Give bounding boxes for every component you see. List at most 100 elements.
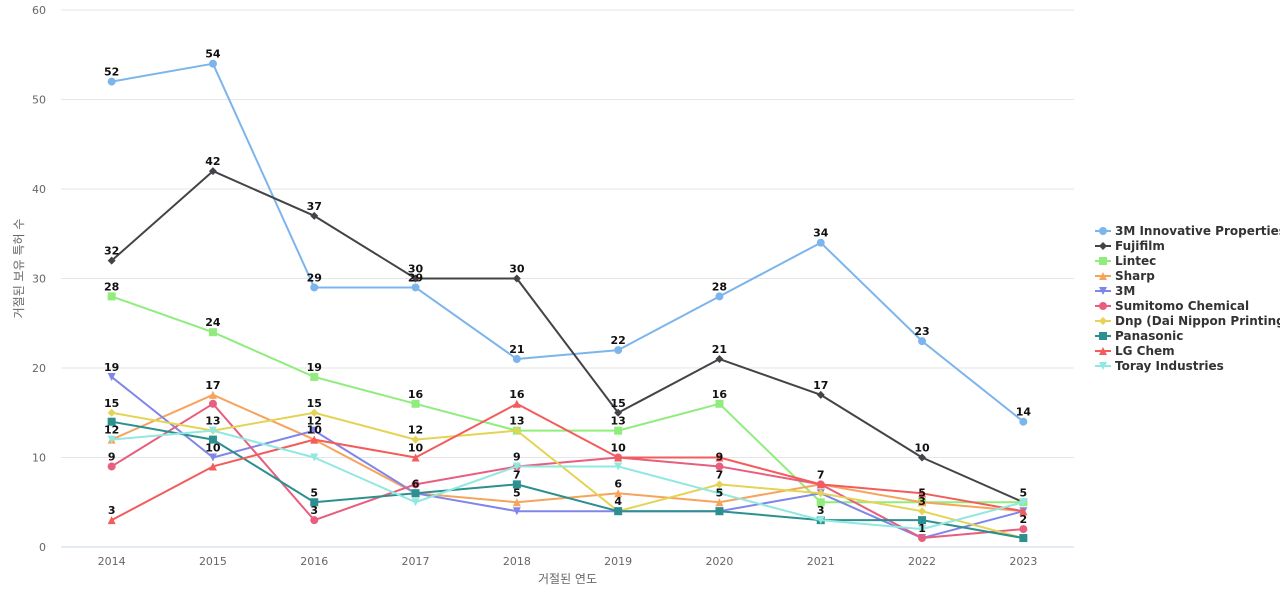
- data-point[interactable]: [614, 426, 623, 435]
- legend-marker[interactable]: [1099, 302, 1107, 310]
- data-point[interactable]: [107, 417, 116, 426]
- data-point[interactable]: [512, 355, 521, 364]
- data-point[interactable]: [614, 462, 623, 471]
- data-point[interactable]: [107, 435, 116, 444]
- data-point[interactable]: [918, 516, 927, 525]
- data-point[interactable]: [512, 274, 521, 283]
- data-point[interactable]: [1019, 498, 1028, 507]
- data-point[interactable]: [310, 498, 319, 507]
- data-point[interactable]: [918, 534, 927, 543]
- data-point[interactable]: [208, 59, 217, 68]
- data-point[interactable]: [411, 480, 420, 489]
- data-point[interactable]: [310, 426, 319, 435]
- data-point[interactable]: [1019, 534, 1028, 543]
- data-point[interactable]: [614, 489, 623, 498]
- data-point[interactable]: [614, 507, 623, 516]
- data-point[interactable]: [107, 292, 116, 301]
- data-point[interactable]: [310, 211, 319, 220]
- data-point[interactable]: [715, 498, 724, 507]
- data-point[interactable]: [512, 426, 521, 435]
- data-point[interactable]: [816, 516, 825, 525]
- data-point[interactable]: [411, 435, 420, 444]
- data-point[interactable]: [208, 462, 217, 471]
- legend-marker[interactable]: [1099, 272, 1107, 280]
- data-point[interactable]: [208, 453, 217, 462]
- legend-item[interactable]: Toray Industries: [1095, 359, 1224, 373]
- legend-item[interactable]: Sumitomo Chemical: [1095, 299, 1249, 313]
- legend-item[interactable]: 3M: [1095, 284, 1135, 298]
- legend-item[interactable]: 3M Innovative Properties: [1095, 224, 1280, 238]
- legend-marker[interactable]: [1099, 242, 1107, 250]
- data-point[interactable]: [512, 399, 521, 408]
- data-point[interactable]: [614, 408, 623, 417]
- data-point[interactable]: [208, 390, 217, 399]
- data-point[interactable]: [310, 453, 319, 462]
- data-point[interactable]: [715, 399, 724, 408]
- data-point[interactable]: [918, 337, 927, 346]
- data-point[interactable]: [411, 274, 420, 283]
- legend-marker[interactable]: [1099, 317, 1107, 325]
- data-point[interactable]: [107, 77, 116, 86]
- data-point[interactable]: [208, 167, 217, 176]
- data-point[interactable]: [208, 328, 217, 337]
- data-point[interactable]: [816, 489, 825, 498]
- data-point[interactable]: [816, 498, 825, 507]
- data-point[interactable]: [310, 408, 319, 417]
- data-point[interactable]: [715, 292, 724, 301]
- data-point[interactable]: [208, 426, 217, 435]
- data-point[interactable]: [715, 489, 724, 498]
- data-point[interactable]: [918, 507, 927, 516]
- data-point[interactable]: [411, 399, 420, 408]
- data-point[interactable]: [918, 525, 927, 534]
- data-point[interactable]: [411, 489, 420, 498]
- legend-item[interactable]: Sharp: [1095, 269, 1155, 283]
- data-point[interactable]: [1019, 417, 1028, 426]
- legend-item[interactable]: Fujifilm: [1095, 239, 1165, 253]
- legend-marker[interactable]: [1099, 362, 1107, 370]
- data-point[interactable]: [614, 453, 623, 462]
- data-point[interactable]: [310, 372, 319, 381]
- data-point[interactable]: [918, 498, 927, 507]
- data-point[interactable]: [715, 507, 724, 516]
- data-point[interactable]: [512, 462, 521, 471]
- data-point[interactable]: [310, 516, 319, 525]
- legend-marker[interactable]: [1099, 332, 1107, 340]
- data-point[interactable]: [512, 507, 521, 516]
- data-point[interactable]: [715, 453, 724, 462]
- data-point[interactable]: [107, 462, 116, 471]
- data-point[interactable]: [411, 498, 420, 507]
- legend-marker[interactable]: [1099, 227, 1107, 235]
- data-point[interactable]: [310, 435, 319, 444]
- data-point[interactable]: [1019, 507, 1028, 516]
- data-label: 21: [509, 343, 524, 356]
- data-point[interactable]: [107, 256, 116, 265]
- data-point[interactable]: [512, 498, 521, 507]
- data-point[interactable]: [918, 489, 927, 498]
- legend-marker[interactable]: [1099, 347, 1107, 355]
- data-point[interactable]: [715, 462, 724, 471]
- data-point[interactable]: [614, 346, 623, 355]
- data-point[interactable]: [107, 372, 116, 381]
- legend-item[interactable]: Dnp (Dai Nippon Printing): [1095, 314, 1280, 328]
- legend[interactable]: 3M Innovative PropertiesFujifilmLintecSh…: [1095, 224, 1280, 373]
- data-point[interactable]: [310, 283, 319, 292]
- data-point[interactable]: [918, 453, 927, 462]
- data-point[interactable]: [816, 238, 825, 247]
- data-point[interactable]: [512, 480, 521, 489]
- data-point[interactable]: [208, 435, 217, 444]
- legend-item[interactable]: Lintec: [1095, 254, 1156, 268]
- data-point[interactable]: [715, 480, 724, 489]
- legend-item[interactable]: Panasonic: [1095, 329, 1183, 343]
- legend-marker[interactable]: [1099, 257, 1107, 265]
- legend-marker[interactable]: [1099, 287, 1107, 295]
- data-point[interactable]: [208, 399, 217, 408]
- data-point[interactable]: [816, 480, 825, 489]
- data-point[interactable]: [816, 390, 825, 399]
- data-point[interactable]: [107, 516, 116, 525]
- data-point[interactable]: [715, 355, 724, 364]
- data-point[interactable]: [107, 408, 116, 417]
- data-point[interactable]: [1019, 525, 1028, 534]
- legend-item[interactable]: LG Chem: [1095, 344, 1175, 358]
- data-point[interactable]: [411, 453, 420, 462]
- data-point[interactable]: [411, 283, 420, 292]
